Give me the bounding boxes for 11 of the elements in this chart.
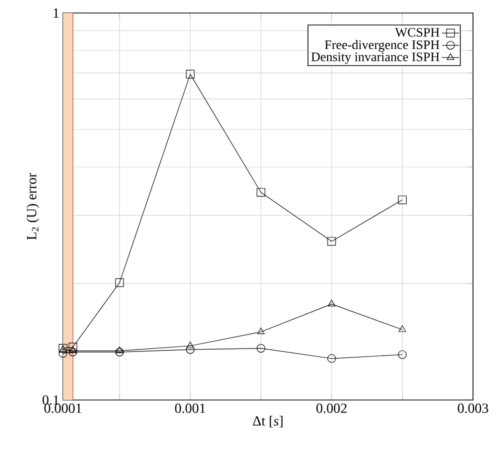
x-tick-label: 0.001 <box>175 404 206 414</box>
x-tick-label: 0.002 <box>316 404 347 414</box>
y-axis-title: L$_{2}$ (U) error <box>26 172 40 240</box>
legend-label: Density invariance ISPH <box>311 52 440 64</box>
y-tick-label: 1 <box>54 8 59 18</box>
x-tick-label: 0.003 <box>458 404 488 414</box>
x-tick-label: 0.0001 <box>44 404 82 414</box>
y-tick-label: 0.1 <box>42 395 59 405</box>
legend-label: WCSPH <box>395 28 440 37</box>
legend-label: Free-divergence ISPH <box>324 40 440 52</box>
x-axis-title: Δt [s] <box>253 416 282 428</box>
